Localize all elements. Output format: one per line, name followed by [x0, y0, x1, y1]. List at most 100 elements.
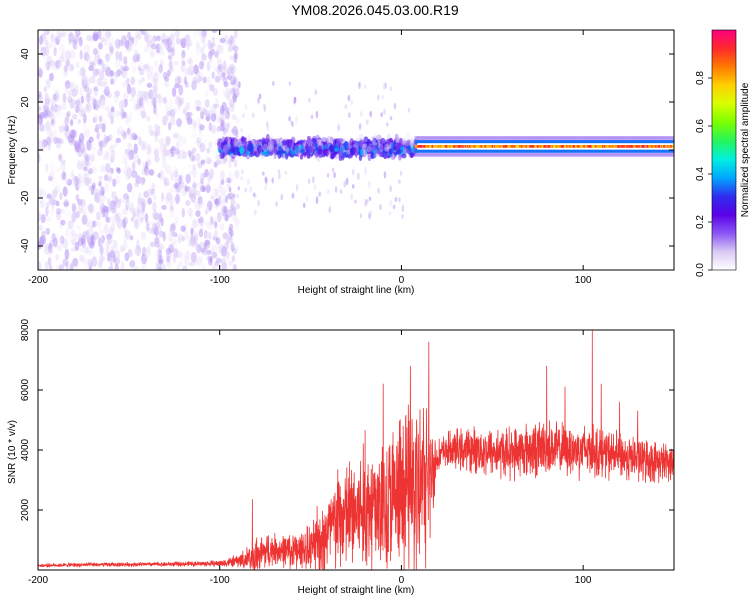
heatmap-cell [550, 152, 555, 157]
heatmap-cell [436, 152, 441, 157]
heatmap-cell [467, 152, 472, 157]
heatmap-cell [140, 176, 146, 186]
heatmap-cell [215, 114, 221, 125]
heatmap-cell [200, 30, 206, 39]
heatmap-cell [302, 202, 306, 209]
heatmap-cell [530, 152, 535, 157]
heatmap-cell [122, 208, 127, 215]
heatmap-cell [64, 66, 69, 76]
heatmap-cell [158, 230, 164, 238]
heatmap-cell [579, 152, 584, 157]
heatmap-cell [193, 103, 198, 110]
heatmap-cell [102, 118, 108, 128]
heatmap-cell [612, 136, 617, 140]
heatmap-cell [505, 152, 510, 157]
heatmap-cell [257, 144, 262, 154]
heatmap-cell [130, 76, 136, 85]
heatmap-cell [561, 136, 566, 140]
heatmap-cell [154, 60, 158, 67]
heatmap-cell [132, 207, 139, 218]
heatmap-cell [113, 93, 119, 104]
heatmap-cell [133, 170, 138, 178]
heatmap-cell [178, 174, 182, 185]
heatmap-cell [228, 65, 234, 76]
heatmap-cell [417, 152, 422, 157]
heatmap-cell [71, 238, 76, 246]
heatmap-cell [122, 240, 128, 251]
heatmap-cell [177, 104, 181, 110]
heatmap-cell [230, 229, 234, 238]
heatmap-cell [475, 136, 479, 140]
heatmap-cell [164, 115, 169, 121]
heatmap-cell [164, 77, 170, 88]
heatmap-cell [45, 43, 49, 54]
heatmap-cell [39, 124, 45, 132]
heatmap-cell [71, 203, 77, 213]
heatmap-cell [592, 152, 597, 157]
heatmap-cell [81, 76, 86, 83]
heatmap-cell [501, 136, 506, 140]
heatmap-cell [665, 136, 670, 140]
heatmap-cell [89, 75, 96, 84]
heatmap-cell [221, 200, 227, 210]
heatmap-cell [345, 177, 349, 186]
heatmap-cell [148, 168, 155, 177]
heatmap-cell [154, 226, 159, 237]
heatmap-cell [562, 152, 567, 157]
heatmap-cell [186, 116, 193, 125]
heatmap-cell [573, 152, 578, 157]
heatmap-cell [222, 60, 227, 72]
heatmap-cell [167, 54, 172, 61]
heatmap-cell [105, 206, 111, 214]
heatmap-cell [214, 188, 219, 197]
heatmap-cell [616, 136, 621, 140]
heatmap-cell [144, 249, 150, 259]
heatmap-cell [210, 112, 217, 123]
heatmap-cell [111, 36, 117, 45]
heatmap-cell [78, 109, 86, 117]
heatmap-cell [54, 60, 59, 72]
heatmap-cell [456, 136, 461, 140]
heatmap-cell [232, 210, 238, 222]
heatmap-cell [503, 136, 508, 140]
heatmap-cell [98, 115, 103, 123]
heatmap-cell [576, 136, 581, 140]
heatmap-cell [75, 105, 80, 114]
snr-x-label: Height of straight line (km) [298, 585, 415, 596]
heatmap-cell [102, 195, 108, 202]
heatmap-cell [180, 225, 186, 232]
heatmap-cell [111, 193, 116, 201]
heatmap-cell [138, 208, 146, 214]
heatmap-cell [642, 152, 647, 157]
heatmap-cell [148, 66, 154, 74]
heatmap-cell [204, 151, 209, 163]
heatmap-cell [205, 184, 211, 194]
heatmap-cell [91, 165, 97, 174]
heatmap-cell [502, 152, 507, 157]
heatmap-cell [625, 152, 630, 157]
heatmap-cell [516, 152, 521, 157]
heatmap-cell [49, 239, 55, 247]
heatmap-cell [198, 132, 203, 142]
heatmap-cell [368, 196, 372, 202]
heatmap-cell [87, 168, 93, 175]
heatmap-cell [187, 116, 193, 126]
heatmap-cell [219, 191, 226, 199]
heatmap-cell [234, 169, 240, 179]
heatmap-cell [101, 207, 106, 218]
heatmap-cell [632, 136, 636, 140]
heatmap-cell [449, 152, 454, 157]
heatmap-cell [99, 140, 104, 151]
heatmap-cell [606, 136, 611, 140]
heatmap-cell [159, 58, 164, 69]
heatmap-cell [38, 262, 41, 270]
heatmap-cell [85, 103, 90, 111]
heatmap-cell [109, 262, 114, 270]
heatmap-cell [122, 208, 128, 215]
heatmap-cell [95, 99, 101, 109]
heatmap-cell [161, 153, 167, 164]
heatmap-cell [220, 119, 225, 127]
heatmap-cell [229, 137, 236, 147]
heatmap-cell [626, 136, 631, 140]
